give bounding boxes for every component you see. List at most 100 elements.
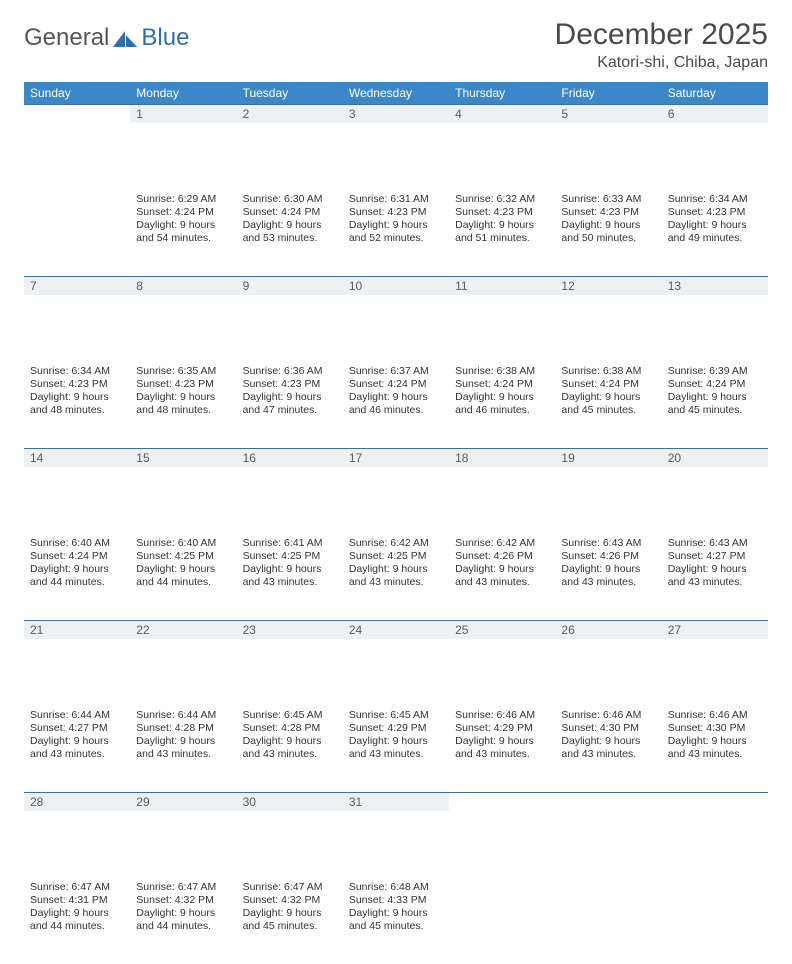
daylight-line: Daylight: 9 hours and 43 minutes. [455, 735, 549, 761]
sunset-line: Sunset: 4:25 PM [136, 550, 230, 563]
sunset-line: Sunset: 4:25 PM [349, 550, 443, 563]
sunrise-line: Sunrise: 6:46 AM [561, 709, 655, 722]
sunset-line: Sunset: 4:28 PM [243, 722, 337, 735]
day-number: 29 [130, 792, 236, 811]
day-number: 15 [130, 448, 236, 467]
day-details: Sunrise: 6:35 AMSunset: 4:23 PMDaylight:… [130, 362, 236, 424]
day-number: 17 [343, 448, 449, 467]
day-cell: Sunrise: 6:40 AMSunset: 4:24 PMDaylight:… [24, 534, 130, 620]
day-cell: Sunrise: 6:33 AMSunset: 4:23 PMDaylight:… [555, 190, 661, 276]
day-cell: Sunrise: 6:45 AMSunset: 4:29 PMDaylight:… [343, 706, 449, 792]
week-body-row: Sunrise: 6:47 AMSunset: 4:31 PMDaylight:… [24, 878, 768, 964]
sunset-line: Sunset: 4:24 PM [136, 206, 230, 219]
daylight-line: Daylight: 9 hours and 48 minutes. [30, 391, 124, 417]
sunrise-line: Sunrise: 6:31 AM [349, 193, 443, 206]
sunrise-line: Sunrise: 6:47 AM [136, 881, 230, 894]
day-header: Monday [130, 82, 236, 104]
sunrise-line: Sunrise: 6:40 AM [30, 537, 124, 550]
sunrise-line: Sunrise: 6:30 AM [243, 193, 337, 206]
sunset-line: Sunset: 4:24 PM [243, 206, 337, 219]
day-details: Sunrise: 6:45 AMSunset: 4:29 PMDaylight:… [343, 706, 449, 768]
day-details: Sunrise: 6:39 AMSunset: 4:24 PMDaylight:… [662, 362, 768, 424]
sunset-line: Sunset: 4:23 PM [668, 206, 762, 219]
day-header: Friday [555, 82, 661, 104]
day-cell: Sunrise: 6:35 AMSunset: 4:23 PMDaylight:… [130, 362, 236, 448]
sunrise-line: Sunrise: 6:46 AM [455, 709, 549, 722]
day-cell: Sunrise: 6:48 AMSunset: 4:33 PMDaylight:… [343, 878, 449, 964]
day-cell: Sunrise: 6:39 AMSunset: 4:24 PMDaylight:… [662, 362, 768, 448]
day-details: Sunrise: 6:43 AMSunset: 4:26 PMDaylight:… [555, 534, 661, 596]
week-number-row: 21222324252627 [24, 620, 768, 706]
day-cell [662, 878, 768, 964]
day-number: 2 [237, 104, 343, 123]
daylight-line: Daylight: 9 hours and 44 minutes. [30, 907, 124, 933]
day-cell: Sunrise: 6:47 AMSunset: 4:32 PMDaylight:… [130, 878, 236, 964]
sunrise-line: Sunrise: 6:44 AM [30, 709, 124, 722]
daylight-line: Daylight: 9 hours and 43 minutes. [349, 735, 443, 761]
daylight-line: Daylight: 9 hours and 44 minutes. [30, 563, 124, 589]
day-number [24, 104, 130, 123]
sunrise-line: Sunrise: 6:42 AM [349, 537, 443, 550]
day-cell: Sunrise: 6:38 AMSunset: 4:24 PMDaylight:… [555, 362, 661, 448]
sunset-line: Sunset: 4:24 PM [455, 378, 549, 391]
day-details: Sunrise: 6:42 AMSunset: 4:26 PMDaylight:… [449, 534, 555, 596]
day-number [662, 792, 768, 811]
sunset-line: Sunset: 4:26 PM [455, 550, 549, 563]
day-details: Sunrise: 6:47 AMSunset: 4:32 PMDaylight:… [130, 878, 236, 940]
sunset-line: Sunset: 4:23 PM [561, 206, 655, 219]
day-cell: Sunrise: 6:37 AMSunset: 4:24 PMDaylight:… [343, 362, 449, 448]
sunrise-line: Sunrise: 6:40 AM [136, 537, 230, 550]
day-number: 6 [662, 104, 768, 123]
day-details: Sunrise: 6:46 AMSunset: 4:30 PMDaylight:… [662, 706, 768, 768]
sunrise-line: Sunrise: 6:41 AM [243, 537, 337, 550]
day-cell: Sunrise: 6:41 AMSunset: 4:25 PMDaylight:… [237, 534, 343, 620]
day-details: Sunrise: 6:47 AMSunset: 4:32 PMDaylight:… [237, 878, 343, 940]
day-cell: Sunrise: 6:29 AMSunset: 4:24 PMDaylight:… [130, 190, 236, 276]
daylight-line: Daylight: 9 hours and 43 minutes. [30, 735, 124, 761]
sunset-line: Sunset: 4:23 PM [30, 378, 124, 391]
sunset-line: Sunset: 4:32 PM [136, 894, 230, 907]
day-number: 5 [555, 104, 661, 123]
day-details: Sunrise: 6:43 AMSunset: 4:27 PMDaylight:… [662, 534, 768, 596]
daylight-line: Daylight: 9 hours and 43 minutes. [455, 563, 549, 589]
calendar-table: SundayMondayTuesdayWednesdayThursdayFrid… [24, 82, 768, 964]
sunset-line: Sunset: 4:26 PM [561, 550, 655, 563]
sunrise-line: Sunrise: 6:29 AM [136, 193, 230, 206]
day-header-row: SundayMondayTuesdayWednesdayThursdayFrid… [24, 82, 768, 104]
sunset-line: Sunset: 4:32 PM [243, 894, 337, 907]
day-cell: Sunrise: 6:47 AMSunset: 4:32 PMDaylight:… [237, 878, 343, 964]
daylight-line: Daylight: 9 hours and 48 minutes. [136, 391, 230, 417]
sunrise-line: Sunrise: 6:37 AM [349, 365, 443, 378]
daylight-line: Daylight: 9 hours and 43 minutes. [243, 563, 337, 589]
brand-part2: Blue [141, 24, 189, 52]
sunrise-line: Sunrise: 6:32 AM [455, 193, 549, 206]
day-cell: Sunrise: 6:44 AMSunset: 4:28 PMDaylight:… [130, 706, 236, 792]
day-cell: Sunrise: 6:30 AMSunset: 4:24 PMDaylight:… [237, 190, 343, 276]
sunrise-line: Sunrise: 6:48 AM [349, 881, 443, 894]
day-number: 14 [24, 448, 130, 467]
sunrise-line: Sunrise: 6:47 AM [243, 881, 337, 894]
day-cell: Sunrise: 6:46 AMSunset: 4:29 PMDaylight:… [449, 706, 555, 792]
sunset-line: Sunset: 4:23 PM [243, 378, 337, 391]
day-number: 1 [130, 104, 236, 123]
day-number: 25 [449, 620, 555, 639]
day-number: 21 [24, 620, 130, 639]
day-number: 4 [449, 104, 555, 123]
day-cell [555, 878, 661, 964]
day-details: Sunrise: 6:38 AMSunset: 4:24 PMDaylight:… [555, 362, 661, 424]
day-details: Sunrise: 6:44 AMSunset: 4:27 PMDaylight:… [24, 706, 130, 768]
day-cell: Sunrise: 6:32 AMSunset: 4:23 PMDaylight:… [449, 190, 555, 276]
daylight-line: Daylight: 9 hours and 52 minutes. [349, 219, 443, 245]
sunset-line: Sunset: 4:30 PM [561, 722, 655, 735]
sail-icon [111, 28, 139, 48]
day-cell: Sunrise: 6:43 AMSunset: 4:26 PMDaylight:… [555, 534, 661, 620]
day-cell: Sunrise: 6:46 AMSunset: 4:30 PMDaylight:… [555, 706, 661, 792]
sunset-line: Sunset: 4:28 PM [136, 722, 230, 735]
sunrise-line: Sunrise: 6:34 AM [668, 193, 762, 206]
daylight-line: Daylight: 9 hours and 43 minutes. [668, 563, 762, 589]
daylight-line: Daylight: 9 hours and 43 minutes. [561, 735, 655, 761]
day-cell: Sunrise: 6:34 AMSunset: 4:23 PMDaylight:… [662, 190, 768, 276]
sunset-line: Sunset: 4:24 PM [561, 378, 655, 391]
day-details: Sunrise: 6:42 AMSunset: 4:25 PMDaylight:… [343, 534, 449, 596]
day-details: Sunrise: 6:34 AMSunset: 4:23 PMDaylight:… [24, 362, 130, 424]
